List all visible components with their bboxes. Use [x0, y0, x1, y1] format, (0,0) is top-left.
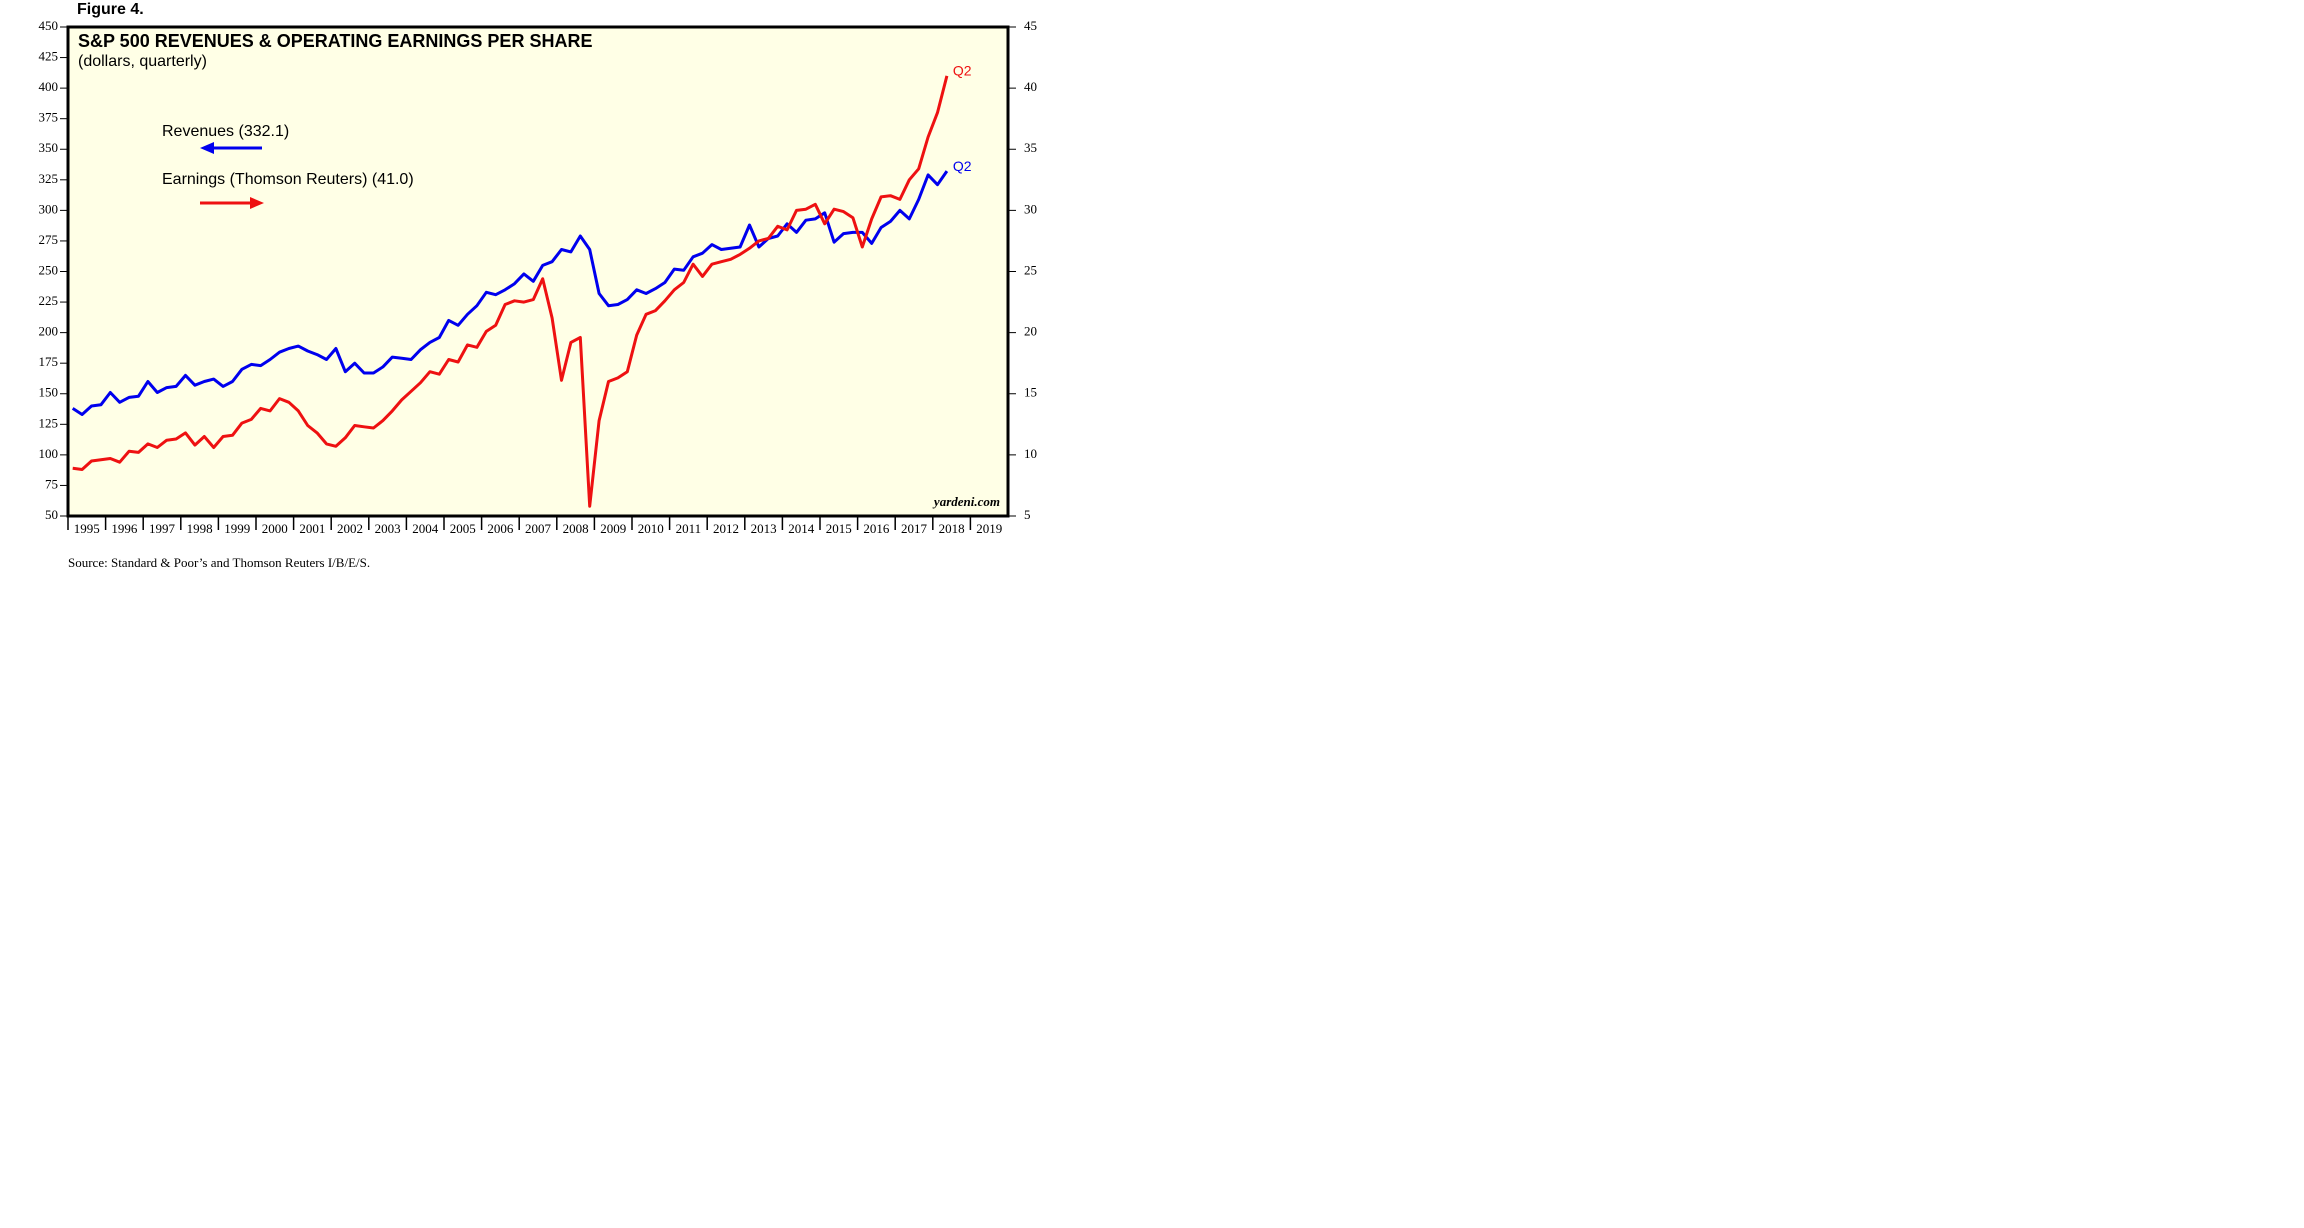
x-tick-label: 2017 — [901, 521, 928, 536]
y-tick-label: 150 — [39, 385, 59, 400]
legend-label: Revenues (332.1) — [162, 123, 289, 140]
y-tick-label: 225 — [39, 293, 59, 308]
y2-tick-label: 5 — [1024, 507, 1031, 522]
y2-tick-label: 30 — [1024, 201, 1037, 216]
x-tick-label: 1996 — [111, 521, 138, 536]
x-tick-label: 2007 — [525, 521, 552, 536]
x-tick-label: 2011 — [676, 521, 702, 536]
y-tick-label: 200 — [39, 324, 59, 339]
watermark: yardeni.com — [932, 494, 1000, 509]
y-tick-label: 100 — [39, 446, 59, 461]
y-tick-label: 350 — [39, 140, 59, 155]
x-tick-label: 2004 — [412, 521, 439, 536]
y2-tick-label: 15 — [1024, 385, 1037, 400]
y2-tick-label: 20 — [1024, 324, 1037, 339]
figure-label: Figure 4. — [77, 1, 144, 18]
y-tick-label: 75 — [45, 476, 58, 491]
end-label: Q2 — [953, 63, 972, 79]
y-tick-label: 250 — [39, 262, 59, 277]
y-tick-label: 300 — [39, 201, 59, 216]
source-note: Source: Standard & Poor’s and Thomson Re… — [68, 555, 370, 570]
y-tick-label: 275 — [39, 232, 59, 247]
end-label: Q2 — [953, 158, 972, 174]
series-line — [72, 75, 949, 508]
chart-title: S&P 500 REVENUES & OPERATING EARNINGS PE… — [78, 31, 592, 51]
x-tick-label: 2003 — [375, 521, 401, 536]
y-tick-label: 450 — [39, 18, 59, 33]
x-tick-label: 2000 — [262, 521, 288, 536]
x-tick-label: 2009 — [600, 521, 626, 536]
x-tick-label: 2001 — [299, 521, 325, 536]
x-tick-label: 2002 — [337, 521, 363, 536]
x-tick-label: 1997 — [149, 521, 176, 536]
x-tick-label: 2016 — [863, 521, 890, 536]
x-tick-label: 2015 — [826, 521, 852, 536]
y-tick-label: 125 — [39, 415, 59, 430]
x-tick-label: 2019 — [976, 521, 1002, 536]
x-tick-label: 1995 — [74, 521, 100, 536]
y2-tick-label: 25 — [1024, 262, 1037, 277]
y2-tick-label: 45 — [1024, 18, 1037, 33]
y2-tick-label: 10 — [1024, 446, 1037, 461]
legend-arrow — [200, 197, 264, 209]
series-line — [71, 170, 949, 416]
x-tick-label: 2010 — [638, 521, 664, 536]
x-tick-label: 1998 — [187, 521, 213, 536]
legend-label: Earnings (Thomson Reuters) (41.0) — [162, 171, 414, 188]
x-tick-label: 2006 — [487, 521, 514, 536]
chart-subtitle: (dollars, quarterly) — [78, 53, 207, 70]
y2-tick-label: 40 — [1024, 79, 1037, 94]
x-tick-label: 2012 — [713, 521, 739, 536]
y-tick-label: 375 — [39, 110, 59, 125]
x-tick-label: 2008 — [563, 521, 589, 536]
y-tick-label: 325 — [39, 171, 59, 186]
y2-tick-label: 35 — [1024, 140, 1037, 155]
x-tick-label: 2013 — [751, 521, 777, 536]
x-tick-label: 2014 — [788, 521, 815, 536]
x-tick-label: 2005 — [450, 521, 476, 536]
x-tick-label: 1999 — [224, 521, 250, 536]
legend-arrow — [200, 142, 262, 154]
y-tick-label: 50 — [45, 507, 58, 522]
x-tick-label: 2018 — [939, 521, 965, 536]
y-tick-label: 425 — [39, 49, 59, 64]
y-tick-label: 400 — [39, 79, 59, 94]
y-tick-label: 175 — [39, 354, 59, 369]
